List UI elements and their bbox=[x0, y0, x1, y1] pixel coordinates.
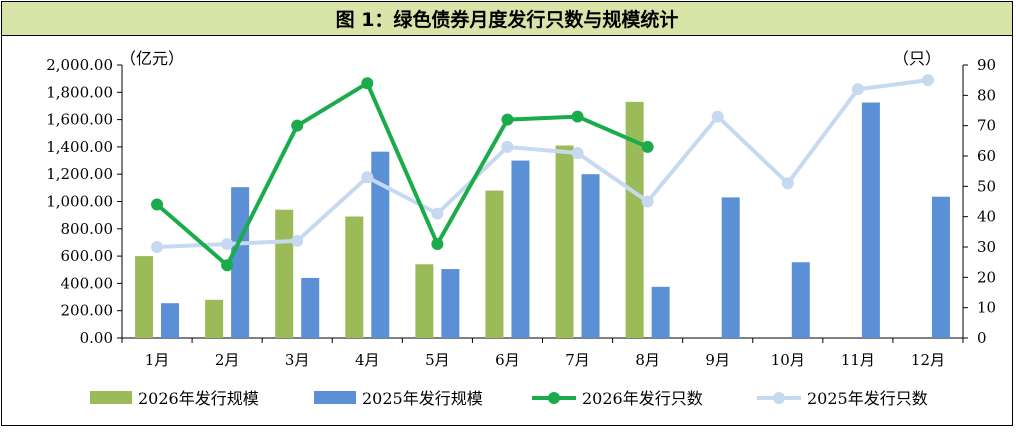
left-tick-label: 800.00 bbox=[61, 220, 114, 238]
legend-label: 2026年发行规模 bbox=[138, 389, 259, 408]
bar-1 bbox=[651, 286, 670, 338]
x-tick-label: 7月 bbox=[565, 351, 590, 369]
x-tick-label: 2月 bbox=[215, 351, 240, 369]
x-tick-label: 5月 bbox=[425, 351, 450, 369]
series-point bbox=[221, 237, 234, 250]
left-tick-label: 1,000.00 bbox=[46, 193, 113, 211]
left-tick-label: 1,600.00 bbox=[46, 111, 113, 129]
series-point bbox=[151, 241, 164, 253]
series-point bbox=[361, 171, 374, 184]
bar-1 bbox=[511, 160, 530, 338]
series-point bbox=[851, 83, 864, 96]
series-point bbox=[291, 119, 304, 132]
right-tick-label: 50 bbox=[977, 177, 996, 195]
left-tick-label: 600.00 bbox=[61, 247, 114, 265]
legend-marker bbox=[773, 392, 785, 404]
series-point bbox=[501, 113, 514, 126]
legend-swatch bbox=[90, 391, 132, 404]
series-point bbox=[431, 237, 444, 250]
bar-1 bbox=[301, 277, 320, 338]
right-tick-label: 30 bbox=[977, 238, 996, 256]
series-point bbox=[641, 140, 654, 153]
left-tick-label: 1,200.00 bbox=[46, 165, 113, 183]
series-point bbox=[781, 177, 794, 190]
series-point bbox=[151, 198, 164, 211]
x-tick-label: 8月 bbox=[635, 351, 660, 369]
left-tick-label: 200.00 bbox=[61, 302, 114, 320]
right-tick-label: 80 bbox=[977, 86, 996, 104]
bar-0 bbox=[485, 190, 504, 338]
bar-1 bbox=[931, 196, 950, 338]
series-point bbox=[571, 146, 584, 159]
legend-label: 2025年发行规模 bbox=[362, 389, 483, 408]
bar-1 bbox=[231, 187, 250, 338]
chart-title: 图 1：绿色债券月度发行只数与规模统计 bbox=[2, 2, 1012, 36]
chart-frame: 图 1：绿色债券月度发行只数与规模统计 bbox=[1, 1, 1013, 426]
bar-1 bbox=[721, 197, 740, 338]
series-point bbox=[711, 110, 724, 123]
legend-label: 2025年发行只数 bbox=[807, 389, 928, 408]
bar-1 bbox=[371, 151, 390, 338]
series-line bbox=[156, 78, 929, 249]
bar-0 bbox=[555, 145, 574, 338]
x-tick-label: 10月 bbox=[771, 351, 805, 369]
right-axis-unit: （只） bbox=[893, 49, 941, 68]
bar-1 bbox=[861, 102, 880, 338]
series-point bbox=[501, 140, 514, 153]
left-tick-label: 400.00 bbox=[61, 274, 114, 292]
right-tick-label: 10 bbox=[977, 299, 996, 317]
bar-1 bbox=[581, 174, 600, 338]
series-line bbox=[155, 81, 649, 268]
x-tick-label: 6月 bbox=[495, 351, 520, 369]
series-point bbox=[641, 195, 654, 208]
legend-swatch bbox=[314, 391, 356, 404]
left-axis-unit: （亿元） bbox=[120, 49, 184, 68]
left-tick-label: 0.00 bbox=[80, 329, 113, 347]
x-tick-label: 11月 bbox=[841, 351, 875, 369]
x-tick-label: 4月 bbox=[355, 351, 380, 369]
left-tick-label: 1,400.00 bbox=[46, 138, 113, 156]
bar-0 bbox=[345, 216, 364, 338]
x-tick-label: 3月 bbox=[285, 351, 310, 369]
legend-marker bbox=[548, 392, 560, 404]
bar-1 bbox=[441, 269, 460, 338]
series-point bbox=[571, 110, 584, 123]
bar-0 bbox=[415, 264, 434, 338]
x-tick-label: 12月 bbox=[911, 351, 945, 369]
right-tick-label: 70 bbox=[977, 117, 996, 135]
bar-0 bbox=[275, 209, 294, 338]
right-tick-label: 40 bbox=[977, 208, 996, 226]
x-tick-label: 9月 bbox=[705, 351, 730, 369]
bar-1 bbox=[161, 303, 180, 338]
right-tick-label: 90 bbox=[977, 56, 996, 74]
bar-0 bbox=[135, 256, 154, 338]
bar-0 bbox=[205, 299, 224, 338]
series-point bbox=[221, 259, 234, 272]
right-tick-label: 20 bbox=[977, 268, 996, 286]
series-point bbox=[291, 234, 304, 247]
series-point bbox=[921, 74, 934, 87]
x-tick-label: 1月 bbox=[145, 351, 170, 369]
series-point bbox=[361, 77, 374, 90]
left-tick-label: 1,800.00 bbox=[46, 83, 113, 101]
series-point bbox=[431, 207, 444, 220]
bar-1 bbox=[791, 262, 810, 338]
right-tick-label: 60 bbox=[977, 147, 996, 165]
legend-label: 2026年发行只数 bbox=[582, 389, 703, 408]
bar-0 bbox=[625, 101, 644, 338]
left-tick-label: 2,000.00 bbox=[46, 56, 113, 74]
right-tick-label: 0 bbox=[977, 329, 987, 347]
